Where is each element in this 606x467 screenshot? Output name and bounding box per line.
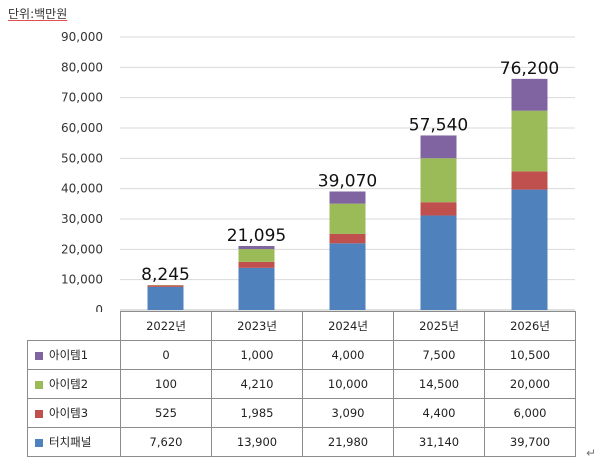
table-header-cell: 2026년: [484, 311, 576, 341]
bar-segment: [329, 233, 366, 244]
legend-swatch: [35, 438, 43, 447]
series-name-cell: 터치패널: [27, 427, 121, 457]
y-tick-label: 90,000: [61, 30, 103, 44]
series-name-cell: 아이템3: [27, 398, 121, 428]
bar-segment: [238, 246, 275, 250]
bar-segment: [420, 202, 457, 216]
table-cell: 21,980: [302, 427, 394, 457]
table-cell: 1,000: [211, 340, 303, 370]
table-cell: 1,985: [211, 398, 303, 428]
table-cell: 10,500: [484, 340, 576, 370]
table-row: 아이템1 0 1,000 4,000 7,500 10,500: [27, 340, 576, 370]
table-cell: 31,140: [393, 427, 485, 457]
total-label: 57,540: [409, 115, 468, 135]
y-tick-label: 60,000: [61, 121, 103, 135]
bar-segment: [511, 171, 548, 190]
bar-segment: [511, 78, 548, 111]
bar-segment: [147, 286, 184, 310]
table-header-cell: 2024년: [302, 311, 394, 341]
table-cell: 100: [120, 369, 212, 399]
table-cell: 0: [120, 340, 212, 370]
table-cell: 4,000: [302, 340, 394, 370]
table-cell: 4,210: [211, 369, 303, 399]
total-label: 8,245: [141, 265, 190, 285]
table-header-cell: 2023년: [211, 311, 303, 341]
table-corner: [27, 311, 121, 341]
bar-segment: [420, 215, 457, 310]
table-row: 터치패널 7,620 13,900 21,980 31,140 39,700: [27, 427, 576, 457]
legend-swatch: [35, 351, 43, 360]
y-tick-label: 0: [95, 303, 103, 312]
bar-segment: [420, 135, 457, 159]
total-labels: 8,245 21,095 39,070 57,540 76,200: [141, 59, 559, 285]
series-name: 아이템3: [49, 406, 89, 420]
bar-segment: [238, 249, 275, 262]
table-header-row: 2022년 2023년 2024년 2025년 2026년: [27, 311, 576, 341]
bar-segment: [238, 261, 275, 268]
y-tick-label: 80,000: [61, 60, 103, 74]
series-name-cell: 아이템1: [27, 340, 121, 370]
bars: [147, 78, 548, 310]
table-header-cell: 2022년: [120, 311, 212, 341]
y-tick-label: 20,000: [61, 242, 103, 256]
y-tick-label: 70,000: [61, 91, 103, 105]
bar-segment: [147, 285, 184, 287]
y-tick-label: 10,000: [61, 273, 103, 287]
bar-segment: [329, 243, 366, 310]
table-row: 아이템2 100 4,210 10,000 14,500 20,000: [27, 369, 576, 399]
series-name-cell: 아이템2: [27, 369, 121, 399]
legend-swatch: [35, 409, 43, 418]
bar-segment: [420, 158, 457, 203]
y-tick-label: 30,000: [61, 212, 103, 226]
series-name: 터치패널: [49, 435, 92, 449]
table-cell: 10,000: [302, 369, 394, 399]
bar-segment: [329, 203, 366, 234]
table-header-cell: 2025년: [393, 311, 485, 341]
total-label: 21,095: [227, 226, 286, 246]
table-cell: 13,900: [211, 427, 303, 457]
table-cell: 6,000: [484, 398, 576, 428]
table-cell: 3,090: [302, 398, 394, 428]
table-cell: 7,620: [120, 427, 212, 457]
return-mark: ↵: [586, 446, 597, 460]
bar-segment: [511, 189, 548, 310]
y-tick-label: 50,000: [61, 151, 103, 165]
total-label: 76,200: [500, 59, 559, 79]
bar-segment: [238, 267, 275, 310]
bar-segment: [329, 191, 366, 204]
series-name: 아이템1: [49, 348, 89, 362]
table-row: 아이템3 525 1,985 3,090 4,400 6,000: [27, 398, 576, 428]
table-cell: 20,000: [484, 369, 576, 399]
stacked-bar-chart: 0 10,000 20,000 30,000 40,000 50,000 60,000 70,…: [61, 30, 575, 312]
data-table: 2022년 2023년 2024년 2025년 2026년 아이템1 0 1,000 4,00…: [27, 311, 576, 457]
bar-segment: [511, 110, 548, 172]
unit-label: 단위:백만원: [8, 7, 68, 21]
table-cell: 39,700: [484, 427, 576, 457]
y-tick-label: 40,000: [61, 182, 103, 196]
y-axis-ticks: 0 10,000 20,000 30,000 40,000 50,000 60,000 70,…: [61, 30, 103, 312]
series-name: 아이템2: [49, 377, 89, 391]
table-cell: 4,400: [393, 398, 485, 428]
table-cell: 7,500: [393, 340, 485, 370]
total-label: 39,070: [318, 171, 377, 191]
legend-swatch: [35, 380, 43, 389]
table-cell: 14,500: [393, 369, 485, 399]
table-cell: 525: [120, 398, 212, 428]
